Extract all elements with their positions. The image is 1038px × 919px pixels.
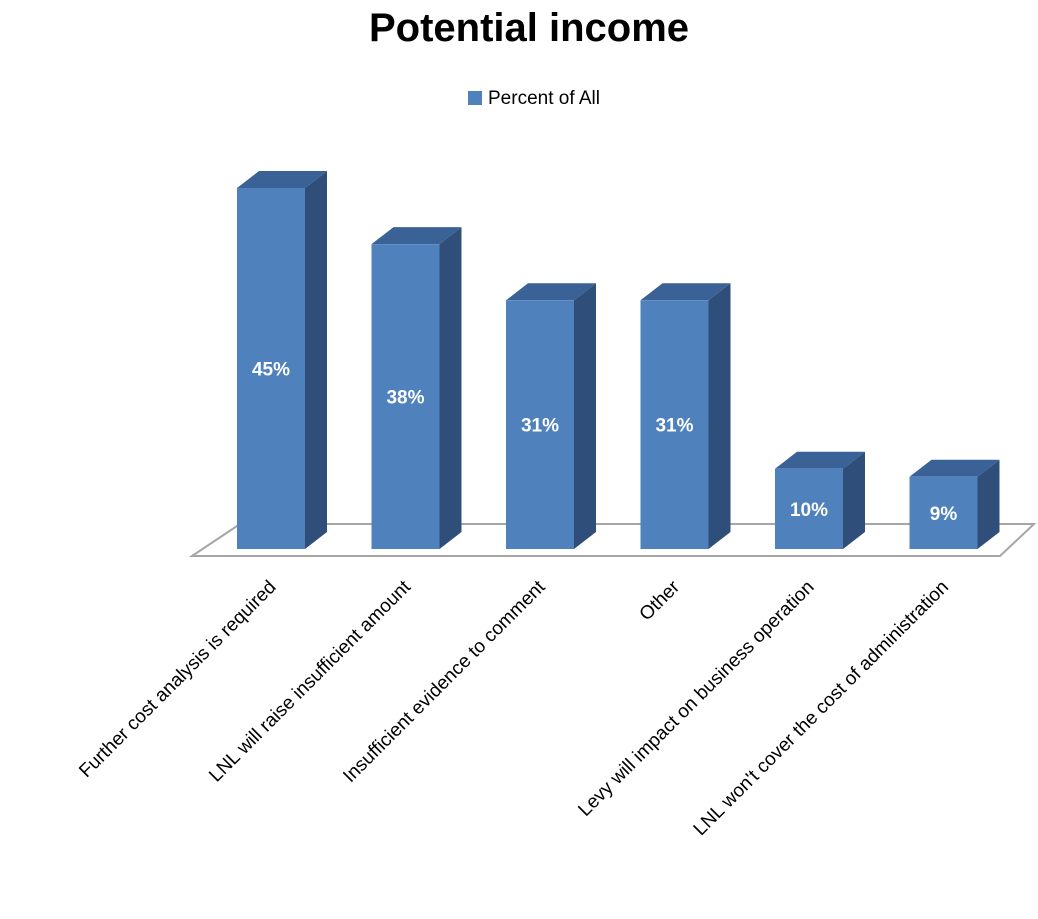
data-label: 31% [521,416,559,437]
bar-front [237,188,305,549]
legend-swatch [468,91,482,105]
legend-label: Percent of All [488,88,600,109]
bar-side [439,227,462,549]
bar-top [909,459,1000,477]
bar-top [506,283,596,301]
category-label: Other [636,576,685,625]
bar-top [640,283,731,301]
chart-title: Potential income [369,6,689,50]
bar [909,459,1000,549]
bar-side [843,451,865,549]
category-label: Levy will impact on business operation [574,577,818,821]
chart-floor [188,523,1037,557]
data-label: 38% [386,388,424,409]
bar-side [305,171,327,549]
bars-group [237,171,1000,549]
bar-front [371,244,440,549]
bar [775,451,865,549]
bar-top [775,451,865,469]
bar-front [909,476,978,549]
bar-side [708,283,731,549]
bar-side [574,283,596,549]
data-label: 45% [252,360,290,381]
bar [640,283,731,549]
data-label: 31% [655,416,693,437]
bar [237,171,327,549]
legend: Percent of All [468,88,600,109]
bar-front [506,300,574,549]
bar-top [371,227,462,245]
data-label: 9% [930,504,958,525]
bar [371,227,462,549]
bar-side [977,459,1000,549]
bar-front [775,468,843,549]
category-label: LNL won't cover the cost of administrati… [690,577,953,840]
bar [506,283,596,549]
data-labels-group: 45% 38% 31% 31% 10% 9% [252,360,957,525]
bar-front [640,300,709,549]
bar-top [237,171,327,188]
data-label: 10% [790,500,828,521]
